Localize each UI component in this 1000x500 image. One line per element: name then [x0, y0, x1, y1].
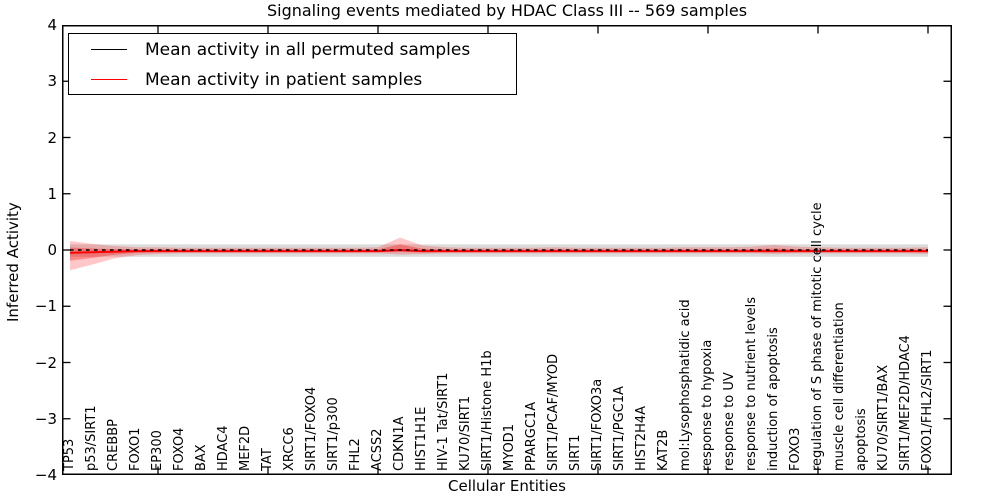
x-tick-label: TP53 [62, 438, 77, 471]
x-tick-label: KAT2B [656, 429, 671, 471]
x-tick-label: TAT [260, 448, 275, 471]
x-tick-label: HIST1H1E [414, 406, 429, 471]
x-tick-label: FHL2 [348, 438, 363, 471]
legend-label: Mean activity in all permuted samples [145, 39, 471, 60]
x-tick-label: HIV-1 Tat/SIRT1 [436, 372, 451, 471]
x-tick-label: ACSS2 [370, 428, 385, 471]
patient-mean-line [69, 248, 928, 254]
x-tick-label: muscle cell differentiation [832, 302, 847, 471]
x-tick-label: HDAC4 [216, 425, 231, 471]
y-tick-label: 3 [47, 72, 57, 91]
x-tick-label: SIRT1/MEF2D/HDAC4 [898, 335, 913, 471]
y-tick-label: −2 [34, 353, 57, 372]
x-tick-label: CDKN1A [392, 416, 407, 471]
x-tick-label: KU70/SIRT1 [458, 396, 473, 471]
x-tick-label: MYOD1 [502, 424, 517, 471]
x-tick-label: FOXO3 [788, 427, 803, 471]
x-tick-label: SIRT1/p300 [326, 397, 341, 471]
legend: Mean activity in all permuted samples Me… [68, 33, 517, 95]
x-tick-label: SIRT1 [568, 434, 583, 471]
x-tick-label: apoptosis [854, 408, 869, 471]
x-tick-label: response to hypoxia [700, 339, 715, 471]
x-axis-label: Cellular Entities [448, 477, 566, 495]
plot-area: TP53 p53/SIRT1 CREBBP FOXO1 EP300 FOXO4 BAX HDA… [62, 25, 952, 475]
y-tick-label: −3 [34, 409, 57, 428]
y-tick-label: 0 [47, 241, 57, 259]
x-tick-label: response to nutrient levels [744, 296, 759, 471]
x-tick-label: FOXO1 [128, 427, 143, 471]
x-tick-label: MEF2D [238, 425, 253, 471]
x-tick-label: HIST2H4A [634, 405, 649, 471]
legend-label: Mean activity in patient samples [145, 69, 423, 90]
y-tick-label: −1 [34, 297, 57, 316]
x-tick-label: SIRT1/PCAF/MYOD [546, 353, 561, 471]
legend-item-patient: Mean activity in patient samples [69, 65, 516, 94]
plot-canvas [62, 25, 952, 475]
x-tick-label: SIRT1/PGC1A [612, 386, 627, 471]
x-tick-label: BAX [194, 444, 209, 471]
x-tick-label: p53/SIRT1 [84, 405, 99, 471]
x-tick-label: SIRT1/FOXO4 [304, 386, 319, 471]
x-tick-label: KU70/SIRT1/BAX [876, 364, 891, 471]
y-tick-label: −4 [34, 466, 57, 484]
x-tick-label: response to UV [722, 372, 737, 471]
legend-line-sample-black [91, 49, 127, 50]
y-tick-label: 4 [47, 16, 57, 34]
x-tick-label: FOXO4 [172, 427, 187, 471]
chart-title: Signaling events mediated by HDAC Class … [266, 1, 748, 20]
y-tick-label: 2 [47, 128, 57, 147]
x-tick-label: SIRT1/FOXO3a [590, 378, 605, 471]
legend-line-sample-red [91, 79, 127, 80]
x-tick-label: EP300 [150, 430, 165, 471]
axes-frame [62, 25, 952, 475]
x-tick-label: XRCC6 [282, 427, 297, 471]
x-tick-label: regulation of S phase of mitotic cell cy… [810, 202, 825, 471]
legend-item-permuted: Mean activity in all permuted samples [69, 35, 516, 64]
x-tick-label: induction of apoptosis [766, 327, 781, 471]
x-tick-label: PPARGC1A [524, 401, 539, 471]
x-tick-label: FOXO1/FHL2/SIRT1 [920, 349, 935, 471]
x-tick-label: mol:Lysophosphatidic acid [678, 299, 693, 471]
x-tick-label: SIRT1/Histone H1b [480, 350, 495, 471]
x-tick-label: CREBBP [106, 419, 121, 471]
y-tick-label: 1 [47, 184, 57, 203]
